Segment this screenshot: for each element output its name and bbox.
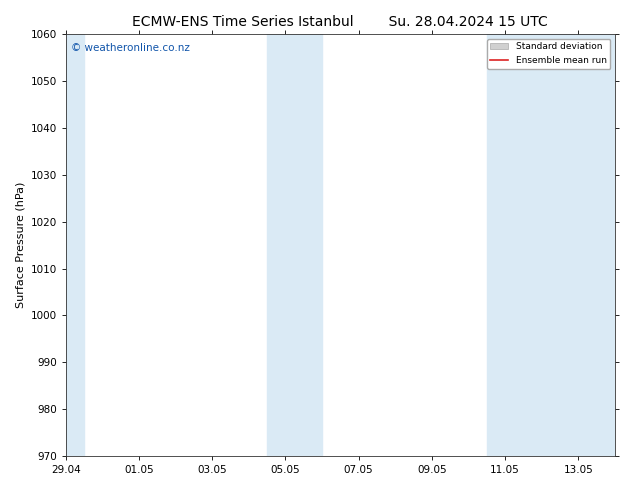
Bar <box>523 34 619 456</box>
Bar <box>267 34 304 456</box>
Y-axis label: Surface Pressure (hPa): Surface Pressure (hPa) <box>15 182 25 308</box>
Bar <box>62 34 84 456</box>
Text: © weatheronline.co.nz: © weatheronline.co.nz <box>71 43 190 53</box>
Bar <box>304 34 322 456</box>
Legend: Standard deviation, Ensemble mean run: Standard deviation, Ensemble mean run <box>487 39 611 69</box>
Bar <box>487 34 523 456</box>
Title: ECMW-ENS Time Series Istanbul        Su. 28.04.2024 15 UTC: ECMW-ENS Time Series Istanbul Su. 28.04.… <box>133 15 548 29</box>
